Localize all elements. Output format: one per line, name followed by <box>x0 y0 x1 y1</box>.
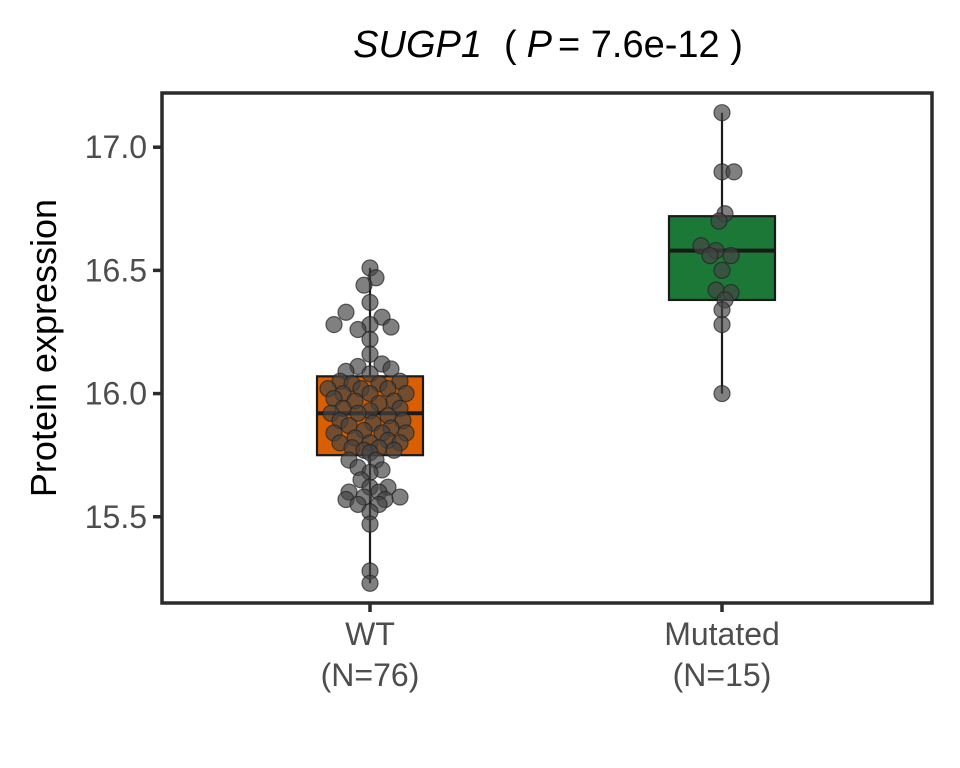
data-point <box>382 318 400 336</box>
data-point <box>361 515 379 533</box>
data-point <box>361 345 379 363</box>
title-open: ( <box>504 24 517 66</box>
data-point <box>349 320 367 339</box>
plot-marks <box>315 104 777 592</box>
points-wt <box>319 259 415 592</box>
data-point <box>710 212 728 230</box>
data-point <box>361 293 379 312</box>
y-tick-label: 16.0 <box>85 376 147 412</box>
x-tick-label: WT <box>345 616 395 652</box>
title-p-value: = 7.6e-12 ) <box>558 24 743 66</box>
data-point <box>713 315 731 334</box>
data-point <box>713 104 731 122</box>
y-tick-label: 16.5 <box>85 252 147 288</box>
y-tick-label: 17.0 <box>85 129 147 165</box>
y-tick-label: 15.5 <box>85 499 147 535</box>
data-point <box>713 261 731 279</box>
data-point <box>701 247 719 265</box>
data-point <box>713 301 731 319</box>
x-tick-count-label: (N=76) <box>321 657 420 693</box>
data-point <box>722 247 740 265</box>
data-point <box>355 276 373 294</box>
data-point <box>349 404 367 422</box>
data-point <box>713 384 731 403</box>
data-point <box>382 360 400 378</box>
x-tick-count-label: (N=15) <box>673 657 772 693</box>
points-mutated <box>692 104 743 403</box>
title-gene: SUGP1 <box>353 24 482 66</box>
data-point <box>361 574 379 592</box>
chart-title: SUGP1 (P = 7.6e-12 ) <box>353 24 743 66</box>
data-point <box>325 315 343 334</box>
y-axis: 15.5 16.0 16.5 17.0 <box>85 129 162 535</box>
plot-panel-border <box>160 91 934 605</box>
data-point <box>725 163 743 181</box>
data-point <box>337 303 355 321</box>
data-point <box>385 441 403 459</box>
y-axis-title: Protein expression <box>23 199 64 497</box>
x-axis: WT (N=76) Mutated (N=15) <box>321 603 780 693</box>
data-point <box>361 330 379 348</box>
x-tick-label: Mutated <box>664 616 780 652</box>
title-p-symbol: P <box>527 24 553 66</box>
data-point <box>391 488 409 506</box>
